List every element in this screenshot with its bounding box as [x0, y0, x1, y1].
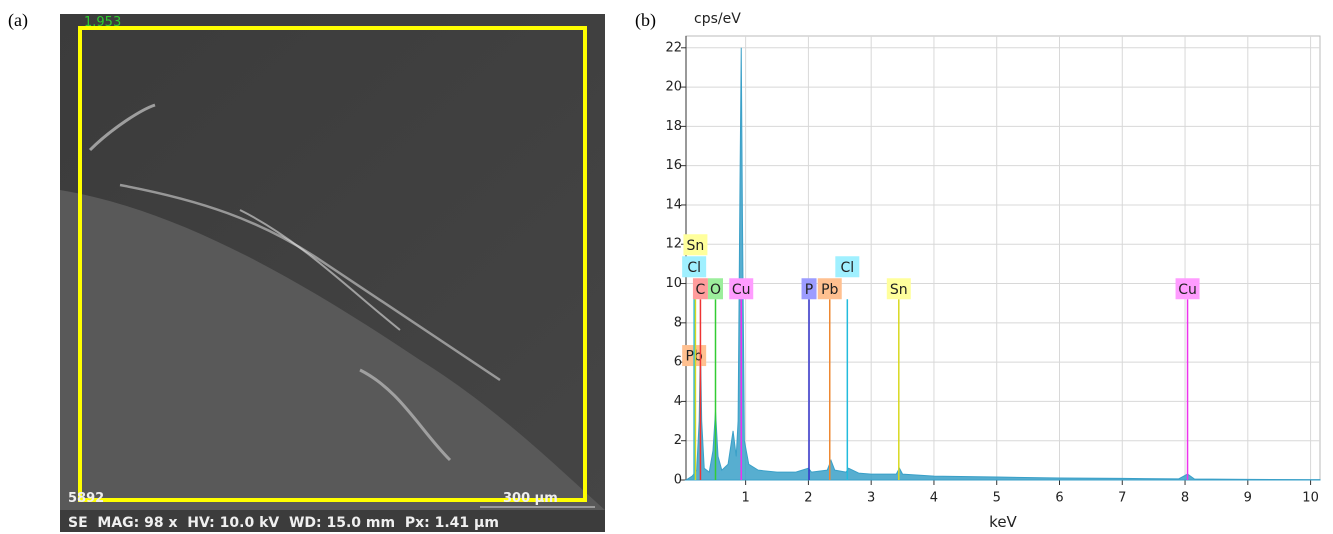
spectrum-area — [684, 47, 1321, 481]
y-tick-label: 4 — [674, 394, 682, 409]
element-label: Cu — [1178, 282, 1197, 298]
x-tick-label: 5 — [993, 491, 1001, 506]
element-label-box — [708, 278, 724, 300]
element-label-box — [801, 278, 817, 300]
element-label: P — [805, 282, 813, 298]
element-label-box — [1175, 278, 1200, 300]
x-tick-label: 6 — [1055, 491, 1063, 506]
x-axis-label: keV — [989, 513, 1017, 531]
plot-area — [685, 35, 1321, 481]
element-label-box — [835, 256, 860, 278]
x-tick-label: 10 — [1302, 491, 1319, 506]
panel-label: (b) — [635, 10, 656, 31]
x-tick-label: 4 — [930, 491, 938, 506]
y-tick-label: 20 — [665, 80, 682, 95]
x-tick-label: 3 — [867, 491, 875, 506]
y-tick-label: 6 — [674, 355, 682, 370]
sem-value: 5892 — [68, 491, 104, 506]
element-label: Cl — [840, 260, 854, 276]
element-label: Pb — [821, 282, 838, 298]
y-tick-label: 12 — [665, 237, 682, 252]
y-tick-label: 22 — [665, 40, 682, 55]
sem-image — [60, 14, 605, 532]
element-label-box — [729, 278, 754, 300]
x-tick-label: 2 — [804, 491, 812, 506]
y-tick-label: 0 — [674, 473, 682, 488]
y-tick-label: 16 — [665, 158, 682, 173]
x-tick-label: 1 — [741, 491, 749, 506]
y-axis-label: cps/eV — [694, 11, 741, 27]
element-label: Cu — [732, 282, 751, 298]
x-tick-label: 8 — [1181, 491, 1189, 506]
sem-value: 1.953 — [84, 15, 121, 30]
x-tick-label: 9 — [1244, 491, 1252, 506]
element-label: Sn — [890, 282, 908, 298]
x-tick-label: 7 — [1118, 491, 1126, 506]
element-label: O — [710, 282, 721, 298]
element-label-box — [682, 256, 707, 278]
y-tick-label: 2 — [674, 433, 682, 448]
element-label: C — [696, 282, 706, 298]
scale-label: 300 µm — [503, 491, 558, 506]
element-label-box — [692, 278, 708, 300]
element-label-box — [817, 278, 842, 300]
y-tick-label: 8 — [674, 315, 682, 330]
element-label: Cl — [687, 260, 701, 276]
y-tick-label: 14 — [665, 197, 682, 212]
plot: 024681012141618202212345678910PbCOClSnCu… — [665, 35, 1321, 506]
y-tick-label: 10 — [665, 276, 682, 291]
sem-info: SE MAG: 98 x HV: 10.0 kV WD: 15.0 mm Px:… — [68, 515, 499, 531]
element-label-box — [886, 278, 911, 300]
element-label: Sn — [687, 238, 705, 254]
y-tick-label: 18 — [665, 119, 682, 134]
panel-label: (a) — [8, 10, 28, 31]
element-label-box — [683, 234, 708, 256]
